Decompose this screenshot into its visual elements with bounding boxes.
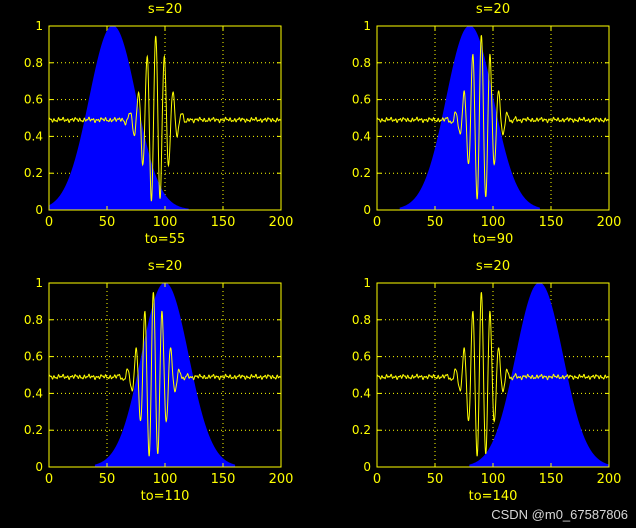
x-axis-label: to=90 (473, 232, 514, 247)
y-tick-label: 0.2 (24, 423, 43, 437)
y-tick-label: 1 (363, 19, 371, 33)
y-tick-label: 0 (363, 203, 371, 217)
y-tick-label: 0 (363, 460, 371, 474)
y-tick-label: 0.8 (352, 56, 371, 70)
y-tick-label: 0.2 (352, 166, 371, 180)
subplot-title: s=20 (476, 259, 510, 274)
subplot-3: 0 50 100 150 200 0 0.2 0.4 0.6 0.8 1 s=20 to=110 (24, 259, 294, 504)
y-tick-label: 0.8 (24, 56, 43, 70)
subplot-title: s=20 (148, 259, 182, 274)
y-tick-label: 1 (35, 276, 43, 290)
x-tick-label: 150 (539, 215, 564, 230)
signal-line (377, 35, 609, 200)
x-tick-label: 200 (597, 472, 622, 487)
x-tick-label: 150 (211, 472, 236, 487)
subplot-4: 0 50 100 150 200 0 0.2 0.4 0.6 0.8 1 s=20 to=140 (352, 259, 622, 504)
x-tick-label: 0 (45, 472, 53, 487)
signal-line (377, 292, 609, 457)
subplot-title: s=20 (148, 2, 182, 17)
y-tick-label: 0.8 (24, 313, 43, 327)
y-tick-label: 0.6 (352, 350, 371, 364)
x-tick-label: 50 (427, 215, 444, 230)
signal-line (49, 292, 281, 457)
watermark: CSDN @m0_67587806 (491, 507, 628, 522)
y-tick-label: 0.4 (352, 386, 371, 400)
y-tick-label: 0.2 (24, 166, 43, 180)
x-tick-label: 50 (427, 472, 444, 487)
x-axis-label: to=110 (141, 489, 190, 504)
window-area (49, 26, 189, 210)
subplot-title: s=20 (476, 2, 510, 17)
window-area (399, 26, 540, 210)
x-tick-label: 100 (153, 472, 178, 487)
y-tick-label: 1 (35, 19, 43, 33)
subplot-2: 0 50 100 150 200 0 0.2 0.4 0.6 0.8 1 s=20 to=90 (352, 2, 622, 247)
y-tick-label: 0.4 (352, 129, 371, 143)
x-tick-label: 150 (211, 215, 236, 230)
x-tick-label: 0 (45, 215, 53, 230)
x-tick-label: 0 (373, 472, 381, 487)
signal-line (49, 35, 281, 202)
x-tick-label: 200 (269, 215, 294, 230)
y-tick-label: 1 (363, 276, 371, 290)
window-area (469, 283, 609, 467)
y-tick-label: 0.4 (24, 129, 43, 143)
x-tick-label: 150 (539, 472, 564, 487)
y-tick-label: 0.6 (352, 93, 371, 107)
y-tick-label: 0.4 (24, 386, 43, 400)
x-tick-label: 200 (597, 215, 622, 230)
x-tick-label: 50 (99, 472, 116, 487)
y-tick-label: 0.2 (352, 423, 371, 437)
y-tick-label: 0.6 (24, 93, 43, 107)
y-tick-label: 0.8 (352, 313, 371, 327)
x-tick-label: 100 (481, 215, 506, 230)
x-axis-label: to=140 (469, 489, 518, 504)
x-tick-label: 200 (269, 472, 294, 487)
y-tick-label: 0 (35, 203, 43, 217)
y-tick-label: 0.6 (24, 350, 43, 364)
subplot-1: 0 50 100 150 200 0 0.2 0.4 0.6 0.8 1 s=20 to=55 (24, 2, 294, 247)
x-tick-label: 100 (481, 472, 506, 487)
x-tick-label: 0 (373, 215, 381, 230)
x-axis-label: to=55 (145, 232, 186, 247)
x-tick-label: 50 (99, 215, 116, 230)
y-tick-label: 0 (35, 460, 43, 474)
x-tick-label: 100 (153, 215, 178, 230)
